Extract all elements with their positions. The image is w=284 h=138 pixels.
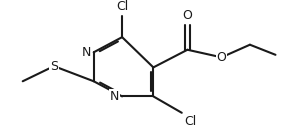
Text: O: O xyxy=(183,9,192,22)
Text: N: N xyxy=(110,90,119,103)
Text: Cl: Cl xyxy=(185,115,197,128)
Text: S: S xyxy=(50,60,58,73)
Text: O: O xyxy=(217,51,226,64)
Text: N: N xyxy=(82,46,91,59)
Text: Cl: Cl xyxy=(116,0,128,13)
